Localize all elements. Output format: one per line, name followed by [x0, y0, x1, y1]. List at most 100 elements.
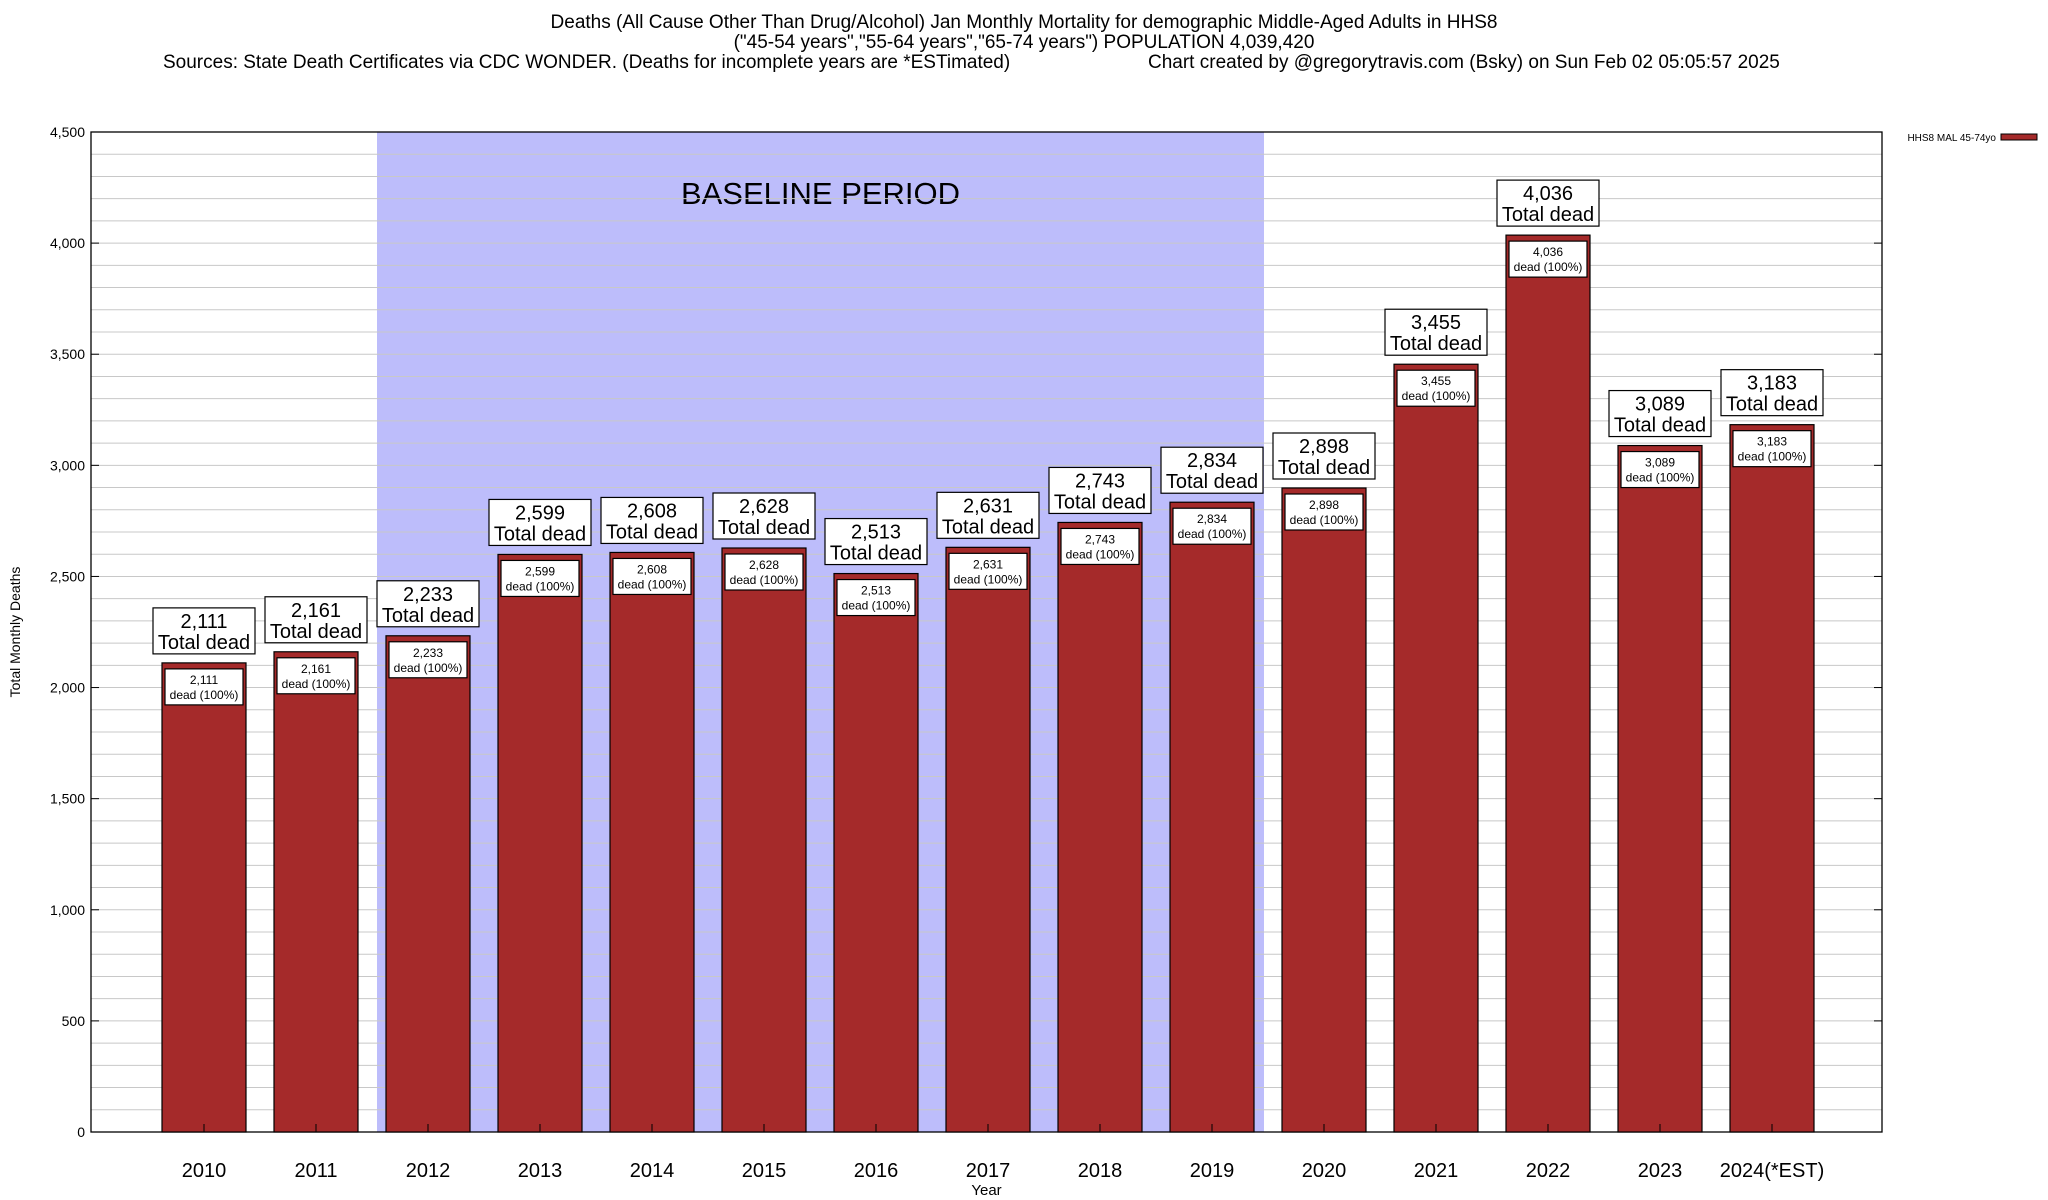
bar-2018	[1057, 521, 1143, 1133]
inner-value-label: 2,513	[861, 584, 891, 598]
total-label-box	[712, 492, 816, 540]
total-suffix-label: Total dead	[1166, 471, 1258, 493]
inner-value-label: 2,233	[413, 646, 443, 660]
total-label-box	[936, 491, 1040, 539]
bar-2014	[609, 551, 695, 1133]
inner-value-label: 3,183	[1757, 435, 1787, 449]
inner-label-box	[1060, 527, 1140, 566]
y-tick-label: 0	[77, 1124, 85, 1140]
inner-pct-label: dead (100%)	[282, 677, 351, 691]
total-value-label: 2,631	[963, 495, 1013, 517]
inner-label-box	[1396, 369, 1476, 407]
total-label-box	[1160, 446, 1264, 494]
total-label-box	[600, 496, 704, 545]
total-value-label: 3,455	[1411, 312, 1461, 334]
bar-2022	[1505, 234, 1591, 1133]
y-tick-label: 3,500	[50, 346, 85, 362]
inner-value-label: 2,111	[190, 673, 219, 687]
inner-pct-label: dead (100%)	[842, 599, 911, 613]
y-tick-label: 2,000	[50, 680, 85, 696]
inner-value-label: 2,631	[973, 557, 1003, 571]
chart-title: Deaths (All Cause Other Than Drug/Alcoho…	[550, 12, 1498, 33]
total-suffix-label: Total dead	[382, 605, 474, 627]
chart-credit: Chart created by @gregorytravis.com (Bsk…	[1148, 52, 1780, 73]
total-suffix-label: Total dead	[1054, 491, 1146, 513]
x-tick-label: 2011	[294, 1160, 337, 1182]
total-suffix-label: Total dead	[1614, 415, 1706, 437]
bar-2019	[1169, 501, 1255, 1133]
total-label-box	[152, 607, 256, 655]
inner-value-label: 3,455	[1421, 374, 1451, 388]
y-tick-label: 3,000	[50, 457, 85, 473]
total-suffix-label: Total dead	[606, 521, 698, 543]
y-axis-label: Total Monthly Deaths	[7, 567, 23, 698]
total-label-box	[1384, 308, 1488, 356]
inner-pct-label: dead (100%)	[1514, 260, 1583, 274]
inner-label-box	[1620, 450, 1700, 489]
total-suffix-label: Total dead	[830, 543, 922, 565]
total-suffix-label: Total dead	[718, 517, 810, 539]
baseline-label: BASELINE PERIOD	[681, 176, 960, 211]
x-tick-label: 2012	[406, 1160, 451, 1182]
inner-pct-label: dead (100%)	[954, 572, 1023, 586]
total-value-label: 3,183	[1747, 373, 1797, 395]
x-tick-label: 2018	[1078, 1160, 1123, 1182]
inner-pct-label: dead (100%)	[1066, 547, 1135, 561]
x-tick-label: 2020	[1302, 1160, 1347, 1182]
x-tick-label: 2022	[1526, 1160, 1571, 1182]
bar-2023	[1617, 444, 1703, 1133]
total-label-box	[488, 498, 592, 547]
x-tick-label: 2013	[518, 1160, 563, 1182]
y-tick-label: 4,500	[50, 124, 85, 140]
inner-pct-label: dead (100%)	[1290, 513, 1359, 527]
inner-value-label: 2,898	[1309, 498, 1339, 512]
bar-2012	[385, 635, 471, 1133]
total-label-box	[824, 517, 928, 566]
total-value-label: 2,233	[403, 584, 453, 606]
inner-pct-label: dead (100%)	[1626, 471, 1695, 485]
x-tick-label: 2019	[1190, 1160, 1235, 1182]
bar-2011	[273, 651, 359, 1133]
y-tick-label: 1,000	[50, 902, 85, 918]
bar-2015	[721, 547, 807, 1133]
inner-pct-label: dead (100%)	[1738, 450, 1807, 464]
total-label-box	[264, 596, 368, 644]
x-tick-label: 2021	[1414, 1160, 1459, 1182]
inner-value-label: 4,036	[1533, 245, 1563, 259]
y-tick-label: 4,000	[50, 235, 85, 251]
total-label-box	[1720, 369, 1824, 417]
total-suffix-label: Total dead	[158, 632, 250, 654]
inner-label-box	[836, 578, 916, 617]
x-axis-label: Year	[971, 1182, 1001, 1199]
inner-label-box	[1732, 430, 1812, 468]
bar-2021	[1393, 363, 1479, 1133]
inner-label-box	[1508, 240, 1588, 278]
total-value-label: 2,513	[851, 522, 901, 544]
total-label-box	[1608, 389, 1712, 438]
total-label-box	[1496, 179, 1600, 227]
y-tick-label: 1,500	[50, 791, 85, 807]
legend-swatch	[2000, 133, 2038, 141]
bar-2020	[1281, 487, 1367, 1133]
total-value-label: 2,743	[1075, 470, 1125, 492]
total-value-label: 2,628	[739, 496, 789, 518]
chart-sources: Sources: State Death Certificates via CD…	[163, 52, 1011, 73]
legend-label: HHS8 MAL 45-74yo	[1907, 133, 1996, 144]
y-tick-label: 2,500	[50, 568, 85, 584]
x-tick-label: 2010	[182, 1160, 227, 1182]
inner-label-box	[724, 553, 804, 591]
total-value-label: 2,898	[1299, 436, 1349, 458]
total-label-box	[376, 580, 480, 628]
inner-value-label: 3,089	[1645, 456, 1675, 470]
inner-value-label: 2,161	[301, 662, 331, 676]
x-tick-label: 2024(*EST)	[1720, 1160, 1825, 1182]
total-suffix-label: Total dead	[1278, 457, 1370, 479]
total-value-label: 4,036	[1523, 183, 1573, 205]
x-tick-label: 2015	[742, 1160, 787, 1182]
inner-label-box	[164, 668, 244, 706]
inner-pct-label: dead (100%)	[1178, 527, 1247, 541]
total-value-label: 2,111	[180, 611, 227, 633]
inner-pct-label: dead (100%)	[618, 577, 687, 591]
